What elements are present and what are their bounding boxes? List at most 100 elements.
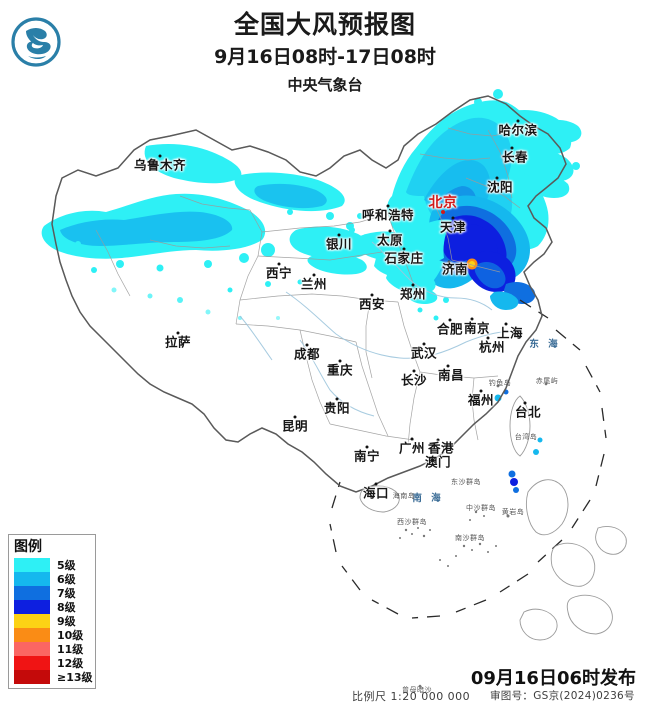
city-dot xyxy=(176,331,180,335)
national-border-layer xyxy=(51,95,567,493)
wind-region-bohai xyxy=(403,195,536,310)
maritime-boundary-layer xyxy=(329,299,607,619)
legend-item: 5级 xyxy=(14,558,91,572)
geo-label-9: 曾母暗沙 xyxy=(402,686,432,694)
legend-title: 图例 xyxy=(14,539,42,555)
legend-rows: 5级 6级 7级 8级 9级 10级 11级 12级 ≥13级 xyxy=(14,558,93,684)
legend-label: 7级 xyxy=(57,587,76,600)
city-label-20: 福州 xyxy=(467,392,495,408)
city-label-1: 拉萨 xyxy=(164,334,192,350)
city-label-28: 香港 xyxy=(427,440,455,456)
legend-color-swatch xyxy=(14,670,50,684)
city-label-16: 杭州 xyxy=(478,339,506,355)
city-dot xyxy=(158,154,162,158)
legend-label: 5级 xyxy=(57,559,76,572)
city-dot xyxy=(486,336,490,340)
city-label-10: 济南 xyxy=(441,261,469,277)
city-label-2: 西宁 xyxy=(265,265,293,281)
city-label-19: 长沙 xyxy=(400,372,428,388)
city-label-23: 重庆 xyxy=(326,362,354,378)
city-dot xyxy=(470,317,474,321)
city-dot xyxy=(411,283,415,287)
city-label-13: 合肥 xyxy=(436,321,464,337)
city-label-11: 郑州 xyxy=(399,286,427,302)
wind-region-xinjiang xyxy=(41,144,375,293)
city-dot xyxy=(293,415,297,419)
city-label-32: 长春 xyxy=(501,149,529,165)
city-dot xyxy=(510,146,514,150)
geo-label-0: 钓鱼岛 xyxy=(488,379,512,387)
city-dot xyxy=(446,364,450,368)
city-label-31: 哈尔滨 xyxy=(498,122,538,138)
legend-color-swatch xyxy=(14,656,50,670)
wind-shading-layer xyxy=(41,89,582,493)
geo-label-1: 赤尾屿 xyxy=(535,377,559,385)
legend-color-swatch xyxy=(14,558,50,572)
legend-label: 11级 xyxy=(57,643,84,656)
legend-item: ≥13级 xyxy=(14,670,93,684)
city-label-12: 西安 xyxy=(358,296,386,312)
city-label-18: 南昌 xyxy=(437,367,465,383)
city-label-27: 广州 xyxy=(398,440,426,456)
geo-label-2: 台湾岛 xyxy=(514,433,538,441)
city-label-15: 上海 xyxy=(496,325,524,341)
cma-dragon-logo-icon xyxy=(11,17,61,67)
legend-label: 10级 xyxy=(57,629,84,642)
geo-label-3: 海南岛 xyxy=(392,492,416,500)
city-dot xyxy=(516,119,520,123)
province-borders-layer xyxy=(95,127,521,447)
city-dot xyxy=(370,293,374,297)
city-dot xyxy=(386,204,390,208)
city-dot xyxy=(312,273,316,277)
legend-label: 12级 xyxy=(57,657,84,670)
legend-color-swatch xyxy=(14,642,50,656)
city-dot xyxy=(388,229,392,233)
city-dot xyxy=(448,318,452,322)
city-dot xyxy=(447,260,451,264)
geo-label-6: 西沙群岛 xyxy=(397,518,427,526)
legend-label: ≥13级 xyxy=(57,671,93,684)
city-dot xyxy=(365,445,369,449)
map-scale: 比例尺 1:20 000 000 xyxy=(352,690,471,703)
legend-item: 9级 xyxy=(14,614,91,628)
city-dot xyxy=(402,247,406,251)
legend-item: 7级 xyxy=(14,586,91,600)
rivers-layer xyxy=(239,241,521,417)
city-label-3: 兰州 xyxy=(300,276,328,292)
legend-label: 9级 xyxy=(57,615,76,628)
legend-color-swatch xyxy=(14,586,50,600)
city-label-7: 石家庄 xyxy=(384,250,424,266)
legend-color-swatch xyxy=(14,572,50,586)
city-dot xyxy=(523,401,527,405)
sea-label-1: 南 海 xyxy=(412,493,444,504)
city-dot xyxy=(305,343,309,347)
legend-label: 8级 xyxy=(57,601,76,614)
city-label-9: 天津 xyxy=(439,219,467,235)
city-dot xyxy=(422,342,426,346)
city-dot xyxy=(495,176,499,180)
legend-color-swatch xyxy=(14,600,50,614)
city-dot xyxy=(410,437,414,441)
city-dot xyxy=(412,369,416,373)
city-label-26: 南宁 xyxy=(353,448,381,464)
geo-label-5: 中沙群岛 xyxy=(466,504,496,512)
sea-islets-layer xyxy=(399,382,548,688)
city-label-25: 昆明 xyxy=(281,418,309,434)
map-approval-number: 审图号：GS京(2024)0236号 xyxy=(490,690,635,702)
geo-label-4: 东沙群岛 xyxy=(451,478,481,486)
city-dot xyxy=(277,262,281,266)
city-label-17: 武汉 xyxy=(410,345,438,361)
geo-label-8: 黄岩岛 xyxy=(501,508,525,516)
city-dot xyxy=(436,438,440,442)
city-label-33: 沈阳 xyxy=(486,179,514,195)
city-label-4: 银川 xyxy=(325,236,353,252)
legend-item: 6级 xyxy=(14,572,91,586)
legend-label: 6级 xyxy=(57,573,76,586)
legend-color-swatch xyxy=(14,628,50,642)
geo-label-7: 南沙群岛 xyxy=(455,534,485,542)
sea-label-0: 东 海 xyxy=(529,339,561,350)
city-label-6: 太原 xyxy=(376,232,404,248)
